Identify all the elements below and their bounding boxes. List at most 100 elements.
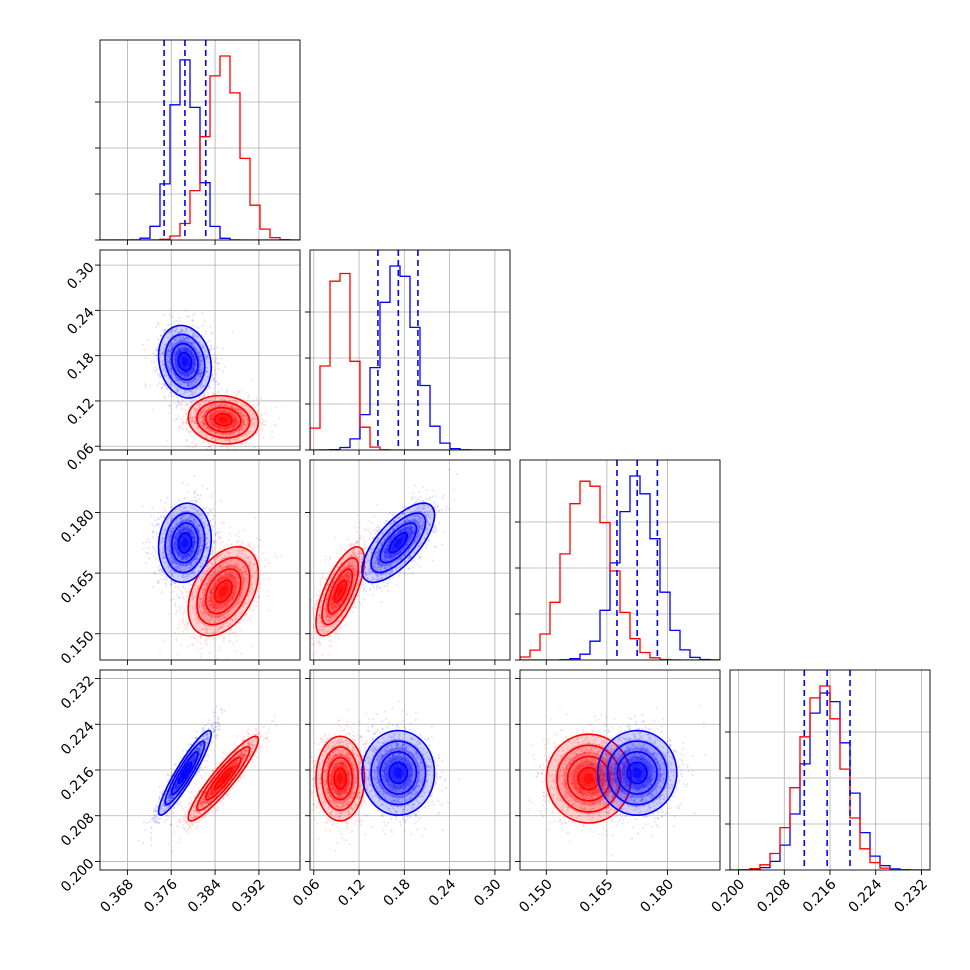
scatter-point — [184, 401, 187, 404]
scatter-point — [222, 415, 225, 418]
scatter-point — [228, 410, 231, 413]
scatter-point — [237, 407, 240, 410]
scatter-point — [199, 411, 202, 414]
scatter-point — [167, 347, 170, 350]
scatter-point — [226, 428, 229, 431]
scatter-point — [175, 610, 178, 613]
scatter-point — [243, 424, 246, 427]
scatter-point — [162, 352, 164, 355]
scatter-point — [201, 433, 203, 436]
scatter-point — [212, 421, 215, 424]
scatter-point — [174, 377, 177, 380]
scatter-point — [167, 366, 170, 369]
scatter-point — [240, 426, 243, 429]
scatter-point — [187, 376, 190, 379]
scatter-point — [202, 414, 205, 417]
scatter-point — [211, 403, 214, 406]
scatter-point — [240, 629, 243, 632]
scatter-point — [207, 355, 209, 358]
scatter-point — [208, 651, 210, 654]
scatter-point — [185, 336, 188, 339]
scatter-point — [177, 388, 180, 391]
scatter-point — [231, 415, 234, 418]
scatter-point — [249, 545, 252, 548]
scatter-point — [216, 404, 219, 407]
scatter-point — [249, 410, 252, 413]
scatter-point — [239, 429, 241, 432]
scatter-point — [201, 381, 204, 384]
scatter-point — [179, 349, 182, 352]
scatter-point — [179, 427, 182, 430]
scatter-point — [190, 385, 193, 387]
scatter-point — [191, 390, 193, 392]
scatter-point — [194, 416, 197, 419]
scatter-point — [191, 319, 194, 322]
scatter-point — [260, 427, 263, 430]
scatter-point — [208, 339, 210, 342]
scatter-point — [191, 442, 194, 444]
scatter-point — [225, 426, 228, 429]
scatter-point — [193, 409, 196, 412]
scatter-point — [227, 416, 230, 419]
scatter-point — [214, 439, 217, 442]
scatter-point — [233, 418, 236, 421]
scatter-point — [261, 413, 263, 416]
scatter-point — [206, 419, 209, 422]
scatter-point — [210, 413, 213, 416]
scatter-point — [218, 416, 221, 419]
scatter-point — [242, 421, 245, 424]
scatter-point — [215, 412, 218, 415]
scatter-point — [219, 542, 222, 545]
scatter-point — [179, 370, 182, 373]
scatter-point — [206, 410, 209, 413]
scatter-point — [170, 342, 173, 345]
scatter-point — [212, 347, 215, 350]
scatter-point — [204, 409, 207, 412]
scatter-point — [159, 361, 162, 364]
scatter-point — [210, 403, 213, 406]
scatter-point — [190, 417, 193, 419]
scatter-point — [185, 349, 188, 352]
scatter-point — [189, 590, 191, 593]
scatter-point — [213, 430, 216, 433]
scatter-point — [231, 423, 234, 426]
scatter-point — [206, 341, 209, 344]
scatter-point — [224, 435, 227, 438]
scatter-point — [217, 420, 220, 423]
scatter-point — [175, 350, 178, 353]
scatter-point — [220, 410, 223, 413]
scatter-point — [193, 377, 196, 380]
scatter-point — [237, 437, 240, 440]
scatter-point — [179, 360, 182, 363]
scatter-point — [215, 425, 218, 428]
scatter-point — [178, 378, 181, 381]
scatter-point — [178, 589, 181, 592]
scatter-point — [182, 338, 185, 341]
scatter-point — [231, 432, 234, 435]
scatter-point — [170, 381, 172, 384]
scatter-point — [261, 418, 264, 421]
scatter-point — [221, 402, 224, 405]
scatter-point — [178, 369, 181, 372]
scatter-point — [180, 335, 183, 337]
scatter-point — [195, 407, 198, 410]
scatter-point — [199, 655, 202, 658]
scatter-point — [234, 407, 237, 410]
scatter-point — [220, 403, 223, 406]
scatter-point — [206, 427, 208, 430]
scatter-point — [181, 328, 183, 331]
scatter-point — [186, 355, 189, 358]
scatter-point — [178, 605, 181, 608]
scatter-point — [225, 405, 228, 408]
scatter-point — [201, 410, 204, 413]
scatter-point — [198, 414, 201, 417]
scatter-point — [224, 427, 227, 430]
scatter-point — [201, 371, 204, 374]
scatter-point — [179, 374, 182, 377]
scatter-point — [201, 359, 204, 362]
scatter-point — [191, 406, 194, 409]
scatter-point — [181, 421, 184, 424]
scatter-point — [233, 424, 236, 427]
scatter-point — [189, 373, 192, 376]
scatter-point — [182, 422, 185, 425]
